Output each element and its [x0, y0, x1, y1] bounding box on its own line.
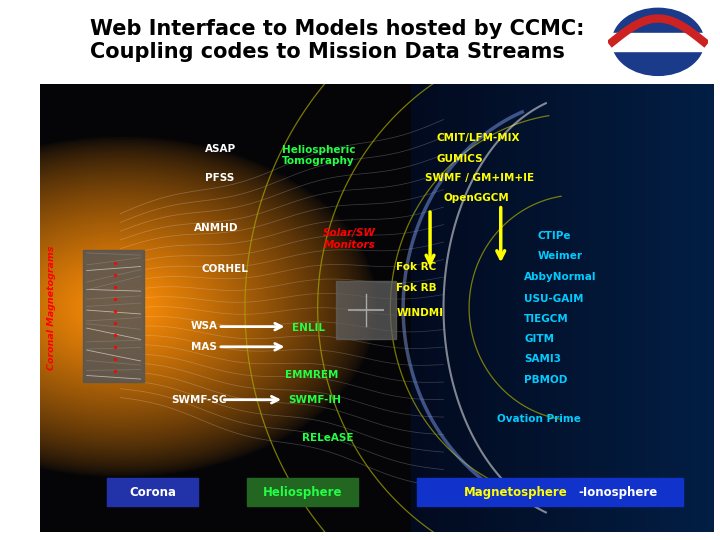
Text: SWMF / GM+IM+IE: SWMF / GM+IM+IE: [426, 173, 534, 183]
Text: GITM: GITM: [524, 334, 554, 344]
Text: Heliosphere: Heliosphere: [262, 485, 342, 498]
Text: ASAP: ASAP: [204, 144, 235, 154]
Bar: [417, 478, 683, 506]
Text: Solar/SW
Monitors: Solar/SW Monitors: [323, 228, 376, 250]
Text: EMMREM: EMMREM: [285, 370, 338, 380]
Text: Heliospheric
Tomography: Heliospheric Tomography: [282, 145, 356, 166]
Text: Magnetosphere: Magnetosphere: [464, 485, 567, 498]
Text: Coronal Magnetograms: Coronal Magnetograms: [48, 246, 56, 370]
Text: SAMI3: SAMI3: [524, 354, 562, 364]
Text: TIEGCM: TIEGCM: [524, 314, 569, 324]
Text: NASA: NASA: [639, 35, 678, 49]
Text: PBMOD: PBMOD: [524, 375, 567, 386]
Text: Ovation Prime: Ovation Prime: [498, 414, 581, 423]
Text: CTIPe: CTIPe: [538, 231, 571, 241]
Text: Fok RC: Fok RC: [397, 262, 436, 273]
Text: AbbyNormal: AbbyNormal: [524, 272, 597, 282]
Text: SWMF-SC: SWMF-SC: [171, 395, 226, 404]
Text: WSA: WSA: [191, 321, 218, 330]
Text: Web Interface to Models hosted by CCMC:
Coupling codes to Mission Data Streams: Web Interface to Models hosted by CCMC: …: [90, 18, 585, 62]
Text: MAS: MAS: [191, 342, 217, 352]
Text: Fok RB: Fok RB: [397, 282, 437, 293]
Text: Weimer: Weimer: [538, 251, 582, 261]
Text: CMIT/LFM-MIX: CMIT/LFM-MIX: [437, 133, 521, 144]
Text: ENLIL: ENLIL: [292, 323, 325, 333]
Bar: [107, 478, 198, 506]
Text: OpenGGCM: OpenGGCM: [444, 193, 509, 203]
Text: RELeASE: RELeASE: [302, 433, 354, 443]
Text: WINDMI: WINDMI: [397, 308, 444, 318]
Bar: [84, 249, 144, 382]
Bar: [613, 33, 703, 51]
Text: GUMICS: GUMICS: [437, 153, 483, 164]
Text: -Ionosphere: -Ionosphere: [578, 485, 657, 498]
Bar: [247, 478, 358, 506]
Circle shape: [613, 8, 703, 76]
Text: Corona: Corona: [129, 485, 176, 498]
Text: CORHEL: CORHEL: [201, 264, 248, 274]
Text: SWMF-IH: SWMF-IH: [289, 395, 342, 404]
Text: PFSS: PFSS: [204, 173, 234, 183]
Bar: [336, 281, 397, 339]
Text: ANMHD: ANMHD: [194, 223, 239, 233]
Text: USU-GAIM: USU-GAIM: [524, 294, 584, 304]
